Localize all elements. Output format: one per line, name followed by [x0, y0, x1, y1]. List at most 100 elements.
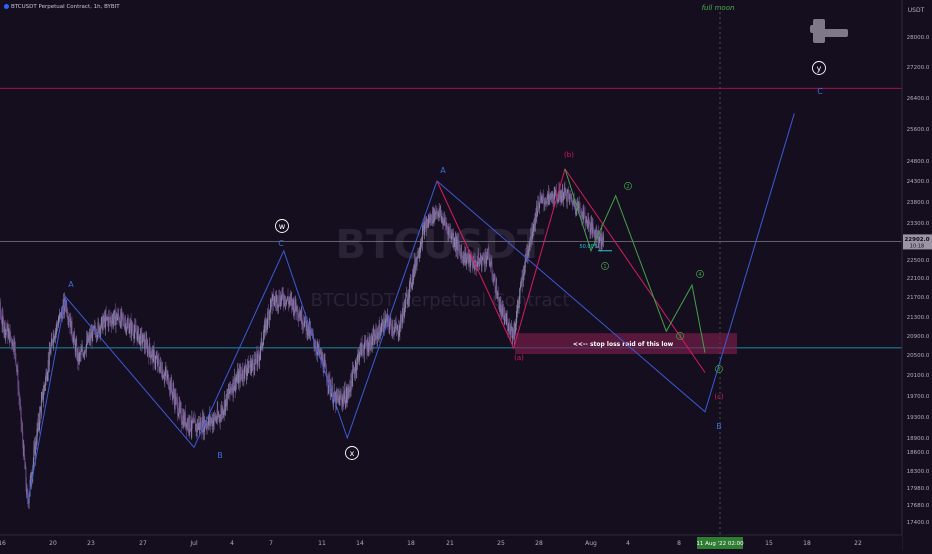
time-highlight-label: 11 Aug '22 02:00 — [696, 541, 744, 547]
price-tick-label: 26400.0 — [907, 96, 930, 102]
price-axis — [902, 0, 932, 550]
time-tick-label: 27 — [139, 540, 147, 547]
stop-loss-zone-label: <<-- stop loss raid of this low — [573, 341, 674, 348]
candle-body — [263, 338, 264, 345]
candle-body — [81, 351, 82, 355]
price-axis-unit: USDT — [908, 7, 925, 14]
candle-body — [546, 201, 547, 203]
candle-body — [603, 235, 604, 241]
time-tick-label: 25 — [497, 540, 505, 547]
time-tick-label: 20 — [49, 540, 57, 547]
time-tick-label: 4 — [626, 540, 630, 547]
price-tick-label: 20100.0 — [907, 373, 930, 379]
time-tick-label: 22 — [854, 540, 862, 547]
wave-label-blue: B — [217, 451, 223, 460]
price-tick-label: 21700.0 — [907, 295, 930, 301]
candle-body — [114, 311, 115, 319]
symbol-header: BTCUSDT Perpetual Contract, 1h, BYBIT — [4, 4, 120, 10]
candle-body — [15, 342, 16, 353]
candle-body — [391, 324, 392, 331]
candle-body — [39, 411, 40, 425]
time-tick-label: 8 — [677, 540, 681, 547]
time-tick-label: 4 — [230, 540, 234, 547]
green-wave-path — [565, 169, 705, 353]
price-tick-label: 18600.0 — [907, 450, 930, 456]
price-tick-label: 21300.0 — [907, 315, 930, 321]
candle-body — [539, 203, 540, 208]
candle-body — [267, 312, 268, 324]
candle-body — [10, 332, 11, 338]
price-tick-label: 17400.0 — [907, 520, 930, 526]
price-tick-label: 28000.0 — [907, 35, 930, 41]
tradingview-logo-icon — [810, 17, 850, 47]
candle-body — [389, 325, 390, 330]
price-tick-label: 17980.0 — [907, 486, 930, 492]
wave-label-circled: x — [350, 449, 355, 458]
candle-body — [130, 323, 131, 330]
candle-body — [15, 354, 16, 365]
candle-body — [253, 360, 254, 364]
price-tag-value: 22902.0 — [904, 237, 929, 243]
wave-label-green: 3 — [678, 334, 681, 340]
time-tick-label: 21 — [446, 540, 454, 547]
candle-body — [492, 262, 493, 274]
candle-body — [190, 416, 191, 430]
candle-body — [484, 259, 485, 264]
time-tick-label: Jul — [189, 540, 198, 547]
price-tick-label: 24800.0 — [907, 159, 930, 165]
candle-body — [507, 318, 508, 329]
wave-label-blue: C — [278, 239, 284, 248]
candle-body — [456, 242, 457, 249]
candle-body — [149, 344, 150, 351]
wave-label-blue: A — [440, 166, 446, 175]
time-tick-label: 28 — [535, 540, 543, 547]
candle-body — [41, 401, 42, 415]
candle-body — [580, 207, 581, 212]
fib-label: 50.00% — [579, 244, 598, 250]
watermark-name: BTCUSDT Perpetual Contract — [311, 290, 570, 311]
candle-body — [394, 328, 395, 333]
candle-body — [142, 341, 143, 343]
wave-label-circled: w — [279, 222, 286, 231]
candle-body — [45, 378, 46, 386]
wave-label-green: 1 — [603, 264, 606, 270]
price-tick-label: 22100.0 — [907, 276, 930, 282]
candle-body — [382, 321, 383, 331]
wave-label-blue: C — [817, 87, 823, 96]
wave-label-blue: B — [716, 422, 722, 431]
price-tick-label: 19700.0 — [907, 394, 930, 400]
price-tick-label: 23300.0 — [907, 221, 930, 227]
candle-body — [567, 192, 568, 202]
time-tick-label: 18 — [407, 540, 415, 547]
candle-body — [589, 221, 590, 222]
time-tick-label: 23 — [87, 540, 95, 547]
candle-body — [8, 331, 9, 338]
wave-label-circled: y — [817, 64, 822, 73]
price-tick-label: 25600.0 — [907, 127, 930, 133]
wave-label-red: (b) — [564, 151, 574, 159]
price-tick-label: 27200.0 — [907, 65, 930, 71]
price-tick-label: 20500.0 — [907, 353, 930, 359]
price-tick-label: 22500.0 — [907, 258, 930, 264]
time-tick-label: Aug — [585, 540, 597, 547]
wave-label-blue: A — [68, 280, 74, 289]
candle-body — [487, 249, 488, 259]
watermark-symbol: BTCUSDT — [336, 222, 546, 268]
time-tick-label: 18 — [803, 540, 811, 547]
candle-body — [431, 215, 432, 222]
candle-body — [43, 395, 44, 400]
status-dot-icon — [4, 4, 9, 9]
candle-body — [370, 340, 371, 349]
price-tick-label: 18900.0 — [907, 436, 930, 442]
candle-body — [136, 333, 137, 334]
price-tag-countdown: 10:18 — [910, 243, 924, 249]
wave-label-green: 4 — [698, 272, 701, 278]
logo-part — [822, 29, 848, 37]
candle-body — [498, 291, 499, 296]
time-tick-label: 11 — [318, 540, 326, 547]
time-tick-label: 7 — [269, 540, 273, 547]
wave-label-green: 2 — [626, 184, 629, 190]
wave-label-red: (c) — [714, 393, 724, 401]
